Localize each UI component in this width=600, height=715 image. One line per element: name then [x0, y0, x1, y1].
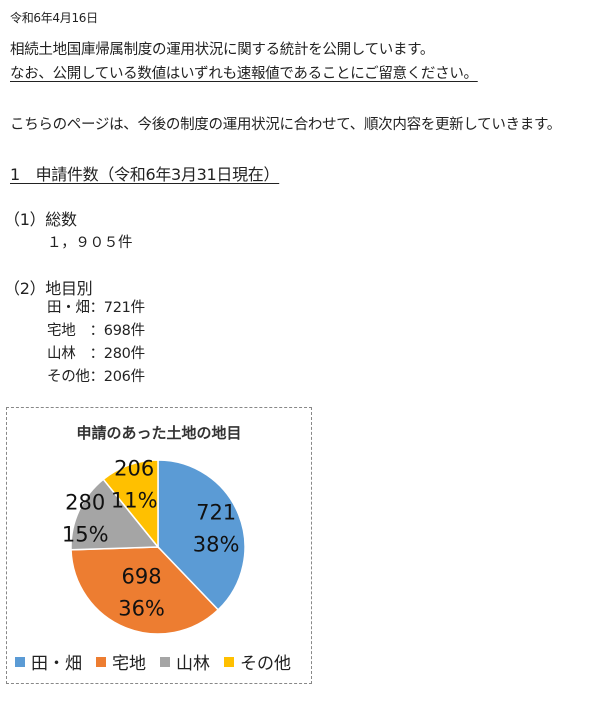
chart-title: 申請のあった土地の地目 — [76, 424, 242, 442]
pie-svg: 721 38% 698 36% 280 15% 206 11% — [62, 457, 246, 635]
legend-label: 宅地 — [112, 654, 146, 674]
pie-chart: 申請のあった土地の地目 721 38% 698 36% 280 15% 206 11% 田・畑… — [6, 407, 312, 684]
publish-date: 令和6年4月16日 — [10, 11, 98, 25]
legend-swatch — [160, 656, 170, 667]
legend-swatch — [224, 656, 234, 667]
total-value: １，９０５件 — [47, 235, 133, 251]
intro-note: なお、公開している数値はいずれも速報値であることにご留意ください。 — [10, 66, 478, 82]
category-item: 田・畑：721件 — [47, 300, 145, 316]
data-label-value: 698 — [122, 564, 162, 588]
legend-label: 田・畑 — [31, 654, 82, 674]
data-label-percent: 15% — [62, 523, 109, 547]
data-label-percent: 36% — [118, 596, 165, 620]
legend-label: 山林 — [176, 654, 210, 674]
legend-item: 山林 — [160, 649, 210, 674]
section-heading: 1 申請件数（令和6年3月31日現在） — [10, 165, 280, 184]
data-label-value: 721 — [196, 501, 236, 525]
legend-item: その他 — [224, 649, 291, 674]
category-item: 宅地 ：698件 — [47, 323, 145, 339]
legend-item: 田・畑 — [15, 649, 82, 674]
total-label: （1）総数 — [4, 210, 77, 229]
category-item: 山林 ：280件 — [47, 346, 145, 362]
pie-slice-0 — [157, 459, 246, 611]
legend-item: 宅地 — [96, 649, 146, 674]
legend-swatch — [96, 656, 106, 667]
pie-slice-3 — [102, 459, 159, 550]
legend-label: その他 — [240, 654, 291, 674]
data-label-value: 206 — [114, 457, 154, 481]
intro-update: こちらのページは、今後の制度の運用状況に合わせて、順次内容を更新していきます。 — [10, 117, 561, 133]
legend-swatch — [15, 656, 25, 667]
category-item: その他：206件 — [47, 369, 145, 385]
data-label-percent: 38% — [193, 533, 240, 557]
chart-legend: 田・畑 宅地 山林 その他 — [15, 649, 291, 674]
pie-slice-2 — [70, 478, 160, 551]
data-label-percent: 11% — [111, 489, 158, 513]
pie-slice-1 — [70, 546, 220, 635]
intro-line: 相続土地国庫帰属制度の運用状況に関する統計を公開しています。 — [10, 42, 435, 58]
category-label: （2）地目別 — [4, 279, 93, 298]
data-label-value: 280 — [65, 491, 105, 515]
